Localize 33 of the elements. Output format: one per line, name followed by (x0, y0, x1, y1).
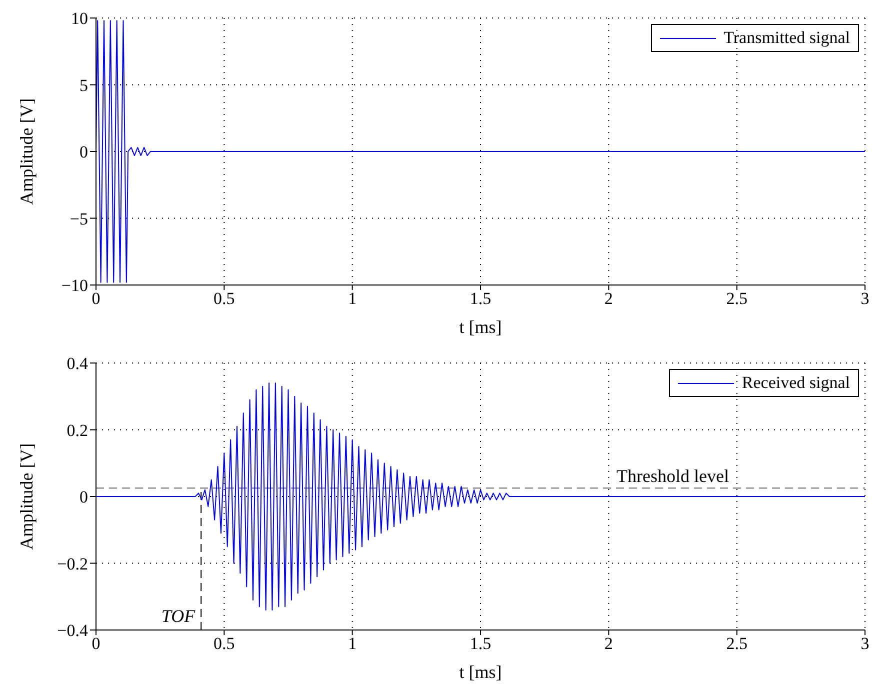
x-tick-label: 0.5 (214, 289, 235, 308)
x-tick-label: 2 (604, 634, 613, 654)
y-axis-title: Amplitude [V] (16, 98, 36, 205)
x-tick-label: 2.5 (726, 634, 748, 654)
x-tick-label: 3 (860, 289, 870, 308)
y-tick-label: 10 (71, 9, 88, 28)
x-tick-label: 1 (348, 634, 357, 654)
x-tick-label: 2 (604, 289, 613, 308)
ref-line-label: TOF (161, 606, 196, 626)
y-tick-label: −0.2 (57, 554, 88, 574)
y-tick-label: 0 (80, 488, 88, 507)
x-tick-label: 2.5 (726, 289, 748, 308)
x-tick-label: 1 (348, 289, 357, 308)
x-tick-label: 0 (92, 634, 100, 654)
x-tick-label: 1.5 (470, 634, 492, 654)
line-series (96, 20, 865, 283)
x-tick-label: 0 (92, 289, 100, 308)
ref-line-label: Threshold level (616, 466, 729, 486)
y-tick-label: 5 (80, 76, 88, 95)
y-tick-label: −5 (70, 209, 88, 228)
y-axis-title: Amplitude [V] (16, 443, 36, 550)
x-tick-label: 3 (860, 634, 870, 654)
y-tick-label: 0.4 (66, 354, 88, 374)
y-tick-label: −0.4 (57, 621, 88, 640)
legend-label: Received signal (742, 373, 850, 393)
y-tick-label: −10 (61, 276, 88, 296)
x-axis-title: t [ms] (459, 662, 502, 682)
x-tick-label: 1.5 (470, 289, 492, 308)
legend-label: Transmitted signal (724, 28, 850, 48)
y-tick-label: 0.2 (66, 420, 88, 440)
x-tick-label: 0.5 (214, 634, 235, 654)
x-axis-title: t [ms] (459, 317, 502, 337)
y-tick-label: 0 (80, 142, 88, 162)
